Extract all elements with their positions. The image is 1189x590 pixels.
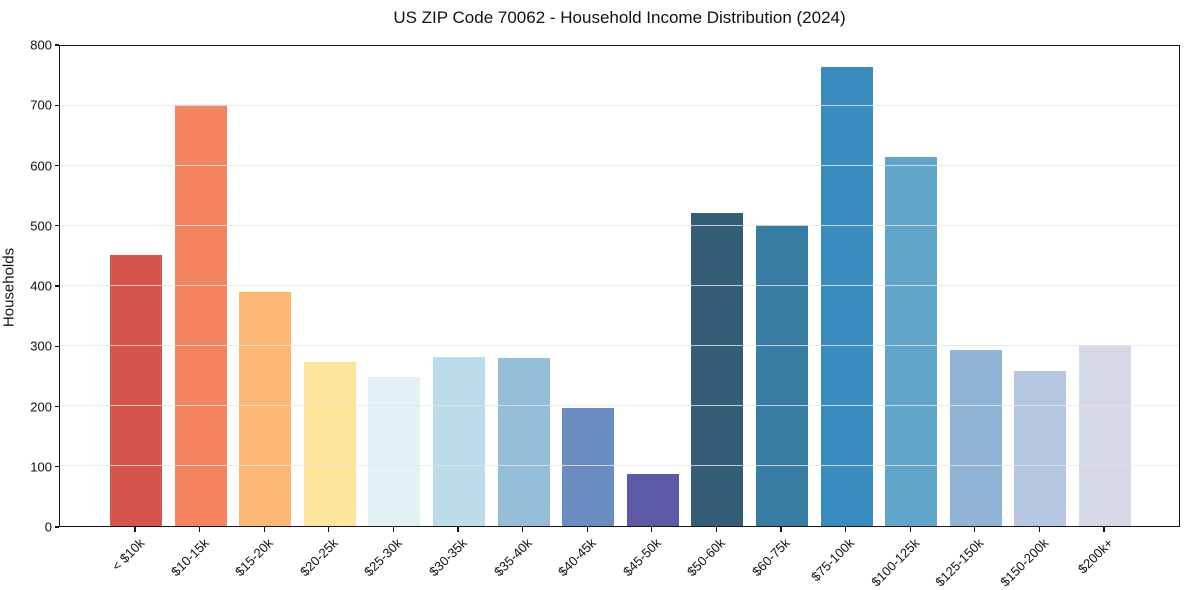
bar — [368, 377, 421, 526]
x-tick-label: < $10k — [108, 535, 147, 574]
bar — [1079, 344, 1131, 526]
bar — [885, 157, 938, 526]
bar — [562, 407, 615, 526]
y-tick-label: 800 — [30, 37, 52, 53]
x-tick-mark — [844, 527, 847, 532]
bars-layer — [60, 46, 1179, 526]
x-tick-mark — [521, 527, 524, 532]
x-tick-mark — [457, 527, 459, 532]
x-tick-mark — [134, 527, 136, 532]
plot-area — [59, 45, 1180, 527]
x-tick-label: $15-20k — [232, 535, 277, 580]
x-tick-mark — [651, 527, 653, 532]
x-tick-label: $125-150k — [932, 535, 987, 590]
y-tick-mark — [54, 345, 59, 347]
bar — [756, 225, 808, 526]
x-tick-mark — [586, 527, 588, 532]
x-tick-mark — [328, 527, 330, 532]
y-tick-label: 500 — [30, 218, 52, 234]
x-tick-label: $75-100k — [808, 535, 858, 585]
x-tick-label: $35-40k — [490, 535, 535, 580]
y-tick-mark — [54, 164, 59, 167]
x-tick-label: $30-35k — [426, 535, 470, 580]
y-tick-mark — [54, 526, 59, 528]
bar — [110, 254, 162, 526]
x-tick-label: $100-125k — [868, 535, 923, 590]
bar — [626, 473, 679, 526]
x-tick-label: $25-30k — [361, 535, 406, 580]
x-tick-mark — [263, 527, 265, 532]
x-tick-label: $50-60k — [684, 535, 729, 580]
y-tick-mark — [54, 405, 59, 408]
bar — [239, 292, 292, 526]
y-tick-label: 700 — [30, 97, 52, 113]
x-tick-mark — [198, 527, 201, 532]
y-tick-label: 300 — [30, 338, 52, 354]
y-axis-tick-labels: 0 100 200 300 400 500 600 700 800 — [0, 39, 52, 534]
bar — [820, 67, 873, 526]
x-tick-label: $10-15k — [167, 535, 212, 580]
chart-title: US ZIP Code 70062 - Household Income Dis… — [393, 8, 846, 27]
bar — [691, 213, 744, 526]
x-tick-label: $200k+ — [1074, 535, 1116, 577]
x-tick-label: $45-50k — [619, 535, 664, 580]
x-tick-mark — [780, 527, 782, 532]
x-tick-mark — [392, 527, 395, 532]
y-tick-label: 400 — [30, 278, 52, 294]
x-tick-label: $40-45k — [555, 535, 600, 580]
bar — [303, 362, 356, 526]
y-tick-mark — [54, 285, 59, 287]
bar — [949, 349, 1002, 526]
x-axis-tick-labels: < $10k $10-15k $15-20k $20-25k $25-30k $30-35… — [59, 527, 1180, 590]
x-tick-mark — [715, 527, 718, 532]
y-tick-mark — [54, 466, 59, 468]
y-tick-mark — [54, 225, 59, 227]
bar — [174, 104, 227, 526]
bar — [497, 358, 550, 526]
y-tick-mark — [54, 44, 59, 46]
bar — [1014, 371, 1067, 526]
x-tick-mark — [1103, 527, 1105, 532]
y-tick-label: 100 — [30, 459, 52, 475]
bar — [433, 357, 485, 526]
y-tick-label: 600 — [30, 158, 52, 173]
y-tick-label: 200 — [30, 399, 52, 414]
x-tick-label: $60-75k — [749, 535, 793, 580]
x-tick-label: $20-25k — [296, 535, 341, 580]
y-tick-mark — [54, 104, 59, 106]
x-tick-mark — [974, 527, 976, 532]
y-tick-label: 0 — [44, 519, 52, 535]
x-tick-mark — [1038, 527, 1041, 532]
x-tick-label: $150-200k — [997, 535, 1052, 590]
x-tick-mark — [909, 527, 911, 532]
